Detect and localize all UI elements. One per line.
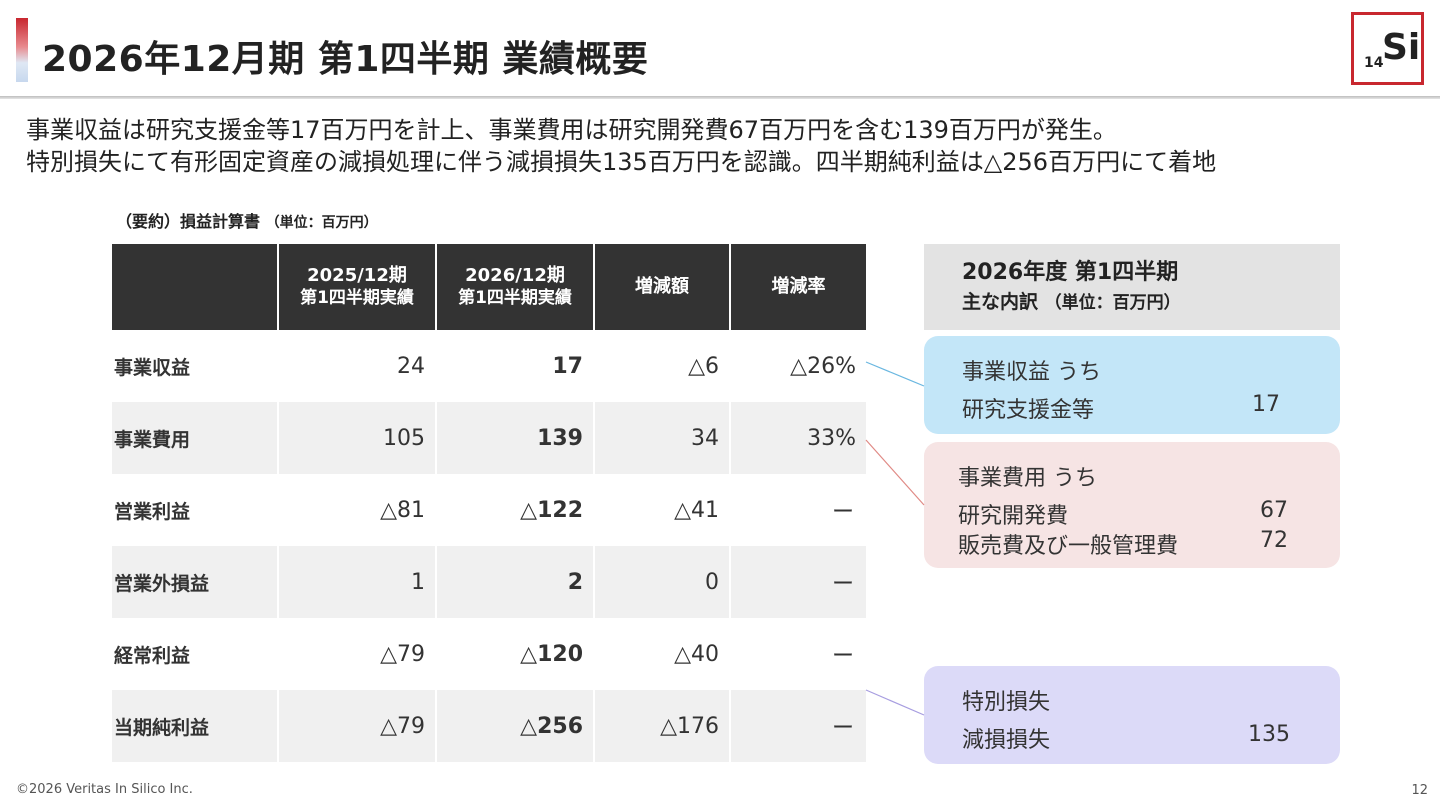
- income-statement-table: 2025/12期 第1四半期実績 2026/12期 第1四半期実績 増減額 増減…: [112, 244, 866, 762]
- cell-diff: 0: [593, 546, 730, 618]
- cell-rate: ー: [729, 690, 866, 762]
- special-loss-box: 特別損失 減損損失 135: [924, 666, 1340, 764]
- cell-rate: 33%: [729, 402, 866, 474]
- cell-diff: △176: [593, 690, 730, 762]
- cell-prev: △81: [277, 474, 436, 546]
- row-label: 事業費用: [112, 402, 278, 474]
- special-loss-connector: [865, 689, 925, 716]
- special-loss-item-label: 減損損失: [962, 728, 1051, 753]
- expense-connector: [865, 439, 925, 506]
- expense-item-value: 67: [1260, 498, 1288, 523]
- table-row: 営業外損益 1 2 0 ー: [112, 546, 866, 618]
- summary-line-1: 事業収益は研究支援金等17百万円を計上、事業費用は研究開発費67百万円を含む13…: [26, 116, 1117, 144]
- table-header-row: 2025/12期 第1四半期実績 2026/12期 第1四半期実績 増減額 増減…: [112, 244, 866, 330]
- breakdown-unit: （単位：百万円）: [1044, 293, 1181, 313]
- special-loss-heading: 特別損失: [962, 690, 1051, 715]
- cell-diff: △6: [593, 330, 730, 402]
- expense-breakdown-box: 事業費用 うち 研究開発費 67 販売費及び一般管理費 72: [924, 442, 1340, 568]
- revenue-item-label: 研究支援金等: [962, 398, 1095, 423]
- cell-curr: 139: [435, 402, 594, 474]
- copyright: ©2026 Veritas In Silico Inc.: [16, 782, 193, 797]
- cell-curr: △122: [435, 474, 594, 546]
- revenue-heading: 事業収益 うち: [962, 360, 1101, 385]
- cell-diff: △40: [593, 618, 730, 690]
- row-label: 事業収益: [114, 356, 191, 379]
- row-label: 当期純利益: [112, 690, 278, 762]
- cell-diff: △41: [593, 474, 730, 546]
- special-loss-item-value: 135: [1248, 722, 1290, 747]
- revenue-connector: [865, 361, 925, 387]
- table-caption-unit: （単位：百万円）: [265, 215, 378, 231]
- expense-heading: 事業費用 うち: [958, 466, 1097, 491]
- logo-sub-text: 14: [1364, 55, 1384, 71]
- header-prev-line2: 第1四半期実績: [300, 288, 414, 308]
- row-label: 営業利益: [114, 500, 191, 523]
- cell-prev: △79: [277, 690, 436, 762]
- header-curr-period: 2026/12期 第1四半期実績: [435, 244, 594, 330]
- expense-item-value: 72: [1260, 528, 1288, 553]
- expense-item-label: 販売費及び一般管理費: [958, 534, 1179, 559]
- header-prev-line1: 2025/12期: [307, 265, 407, 286]
- logo-main-text: Si: [1382, 27, 1421, 68]
- header-blank: [112, 244, 278, 330]
- cell-rate: ー: [729, 546, 866, 618]
- summary-text: 事業収益は研究支援金等17百万円を計上、事業費用は研究開発費67百万円を含む13…: [26, 114, 1216, 178]
- breakdown-header: 2026年度 第1四半期 主な内訳 （単位：百万円）: [924, 244, 1340, 330]
- page-number: 12: [1411, 783, 1428, 798]
- table-row: 事業費用 105 139 34 33%: [112, 402, 866, 474]
- company-logo: 14 Si: [1351, 12, 1424, 85]
- page-title: 2026年12月期 第1四半期 業績概要: [42, 39, 649, 80]
- cell-prev: 1: [277, 546, 436, 618]
- table-row: 当期純利益 △79 △256 △176 ー: [112, 690, 866, 762]
- revenue-breakdown-box: 事業収益 うち 研究支援金等 17: [924, 336, 1340, 434]
- cell-diff: 34: [593, 402, 730, 474]
- table-caption-title: （要約）損益計算書: [116, 212, 261, 231]
- row-label: 経常利益: [114, 644, 191, 667]
- cell-curr: △256: [435, 690, 594, 762]
- expense-item-label: 研究開発費: [958, 504, 1069, 529]
- header-diff: 増減額: [593, 244, 730, 330]
- breakdown-subtitle: 主な内訳: [962, 291, 1039, 313]
- header-curr-line2: 第1四半期実績: [458, 288, 572, 308]
- table-row: 経常利益 △79 △120 △40 ー: [112, 618, 866, 690]
- table-row: 営業利益 △81 △122 △41 ー: [112, 474, 866, 546]
- cell-curr: △120: [435, 618, 594, 690]
- breakdown-subtitle-line: 主な内訳 （単位：百万円）: [962, 288, 1340, 317]
- title-accent-bar: [16, 18, 28, 82]
- breakdown-title: 2026年度 第1四半期: [962, 260, 1179, 285]
- cell-prev: 24: [277, 330, 436, 402]
- cell-prev: △79: [277, 618, 436, 690]
- summary-line-2: 特別損失にて有形固定資産の減損処理に伴う減損損失135百万円を認識。四半期純利益…: [26, 148, 1217, 176]
- revenue-item-value: 17: [1252, 392, 1280, 417]
- title-divider: [0, 96, 1440, 99]
- header-prev-period: 2025/12期 第1四半期実績: [277, 244, 436, 330]
- header-rate: 増減率: [729, 244, 866, 330]
- cell-rate: ー: [729, 618, 866, 690]
- table-row: 事業収益 24 17 △6 △26%: [112, 330, 866, 402]
- cell-prev: 105: [277, 402, 436, 474]
- header-curr-line1: 2026/12期: [465, 265, 565, 286]
- cell-curr: 17: [435, 330, 594, 402]
- cell-curr: 2: [435, 546, 594, 618]
- cell-rate: △26%: [729, 330, 866, 402]
- table-caption: （要約）損益計算書 （単位：百万円）: [116, 208, 378, 232]
- cell-rate: ー: [729, 474, 866, 546]
- row-label: 営業外損益: [112, 546, 278, 618]
